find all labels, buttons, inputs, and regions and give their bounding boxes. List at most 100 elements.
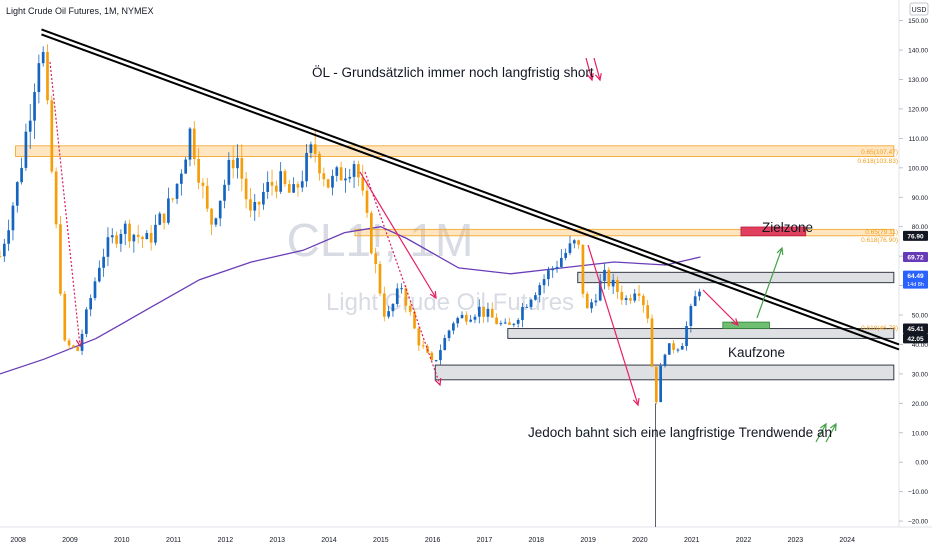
candle-body[interactable]: [650, 318, 654, 367]
candle-body[interactable]: [67, 340, 71, 346]
candle-body[interactable]: [447, 330, 451, 339]
candle-body[interactable]: [188, 128, 192, 160]
candle-body[interactable]: [633, 293, 637, 301]
candle-body[interactable]: [534, 295, 537, 300]
candle-body[interactable]: [689, 306, 693, 327]
candle-body[interactable]: [616, 279, 619, 293]
candle-body[interactable]: [477, 306, 481, 317]
candle-body[interactable]: [305, 152, 308, 182]
candle-body[interactable]: [598, 280, 602, 301]
candle-body[interactable]: [620, 292, 624, 301]
candle-body[interactable]: [253, 201, 257, 211]
candle-body[interactable]: [452, 323, 455, 331]
down-arrow-b-shaft[interactable]: [593, 57, 601, 81]
candle-body[interactable]: [698, 291, 701, 297]
candle-body[interactable]: [279, 171, 283, 192]
candle-body[interactable]: [516, 319, 520, 324]
candle-body[interactable]: [408, 305, 412, 312]
candle-body[interactable]: [430, 352, 434, 361]
candle-body[interactable]: [313, 144, 317, 154]
candle-body[interactable]: [15, 182, 19, 206]
zone-support-4[interactable]: [434, 364, 895, 381]
candle-body[interactable]: [205, 185, 209, 209]
candle-body[interactable]: [175, 183, 179, 199]
candle-body[interactable]: [607, 269, 611, 287]
candle-body[interactable]: [503, 322, 507, 324]
candle-body[interactable]: [590, 302, 593, 309]
arrow-to-target-shaft[interactable]: [756, 247, 783, 319]
candle-body[interactable]: [326, 179, 330, 188]
candle-body[interactable]: [296, 184, 300, 188]
candle-body[interactable]: [611, 279, 615, 287]
candle-body[interactable]: [106, 237, 110, 257]
candle-body[interactable]: [378, 263, 382, 294]
candle-body[interactable]: [110, 235, 114, 238]
candle-body[interactable]: [54, 171, 58, 225]
candle-body[interactable]: [693, 296, 697, 307]
candle-body[interactable]: [128, 223, 131, 242]
arrow-2019-shaft[interactable]: [587, 244, 639, 406]
candle-body[interactable]: [72, 345, 75, 347]
dotted-arrow-2014-shaft[interactable]: [364, 171, 441, 386]
candle-body[interactable]: [512, 323, 516, 325]
candle-body[interactable]: [11, 205, 15, 231]
candle-body[interactable]: [672, 343, 675, 350]
candle-body[interactable]: [20, 167, 23, 183]
candle-body[interactable]: [473, 316, 477, 320]
candle-body[interactable]: [374, 253, 378, 264]
candle-body[interactable]: [404, 288, 408, 306]
price-tag[interactable]: [903, 230, 928, 241]
candle-body[interactable]: [180, 173, 183, 184]
candle-body[interactable]: [361, 177, 365, 191]
candle-body[interactable]: [158, 213, 162, 225]
candle-body[interactable]: [339, 167, 343, 181]
candle-body[interactable]: [149, 233, 153, 243]
candle-body[interactable]: [482, 306, 485, 317]
candle-body[interactable]: [227, 159, 231, 185]
candle-body[interactable]: [97, 267, 101, 282]
candle-body[interactable]: [76, 346, 80, 351]
candle-body[interactable]: [236, 158, 239, 169]
candle-body[interactable]: [400, 288, 403, 290]
up-arrow-a-shaft[interactable]: [815, 423, 827, 443]
candle-body[interactable]: [538, 285, 542, 296]
candle-body[interactable]: [59, 224, 62, 294]
candle-body[interactable]: [348, 176, 352, 179]
candle-body[interactable]: [521, 307, 524, 320]
candle-body[interactable]: [495, 317, 498, 325]
candle-body[interactable]: [499, 323, 503, 325]
candle-body[interactable]: [434, 360, 438, 362]
candle-body[interactable]: [594, 300, 598, 303]
candle-body[interactable]: [7, 230, 10, 244]
candle-body[interactable]: [145, 233, 149, 240]
candle-body[interactable]: [551, 268, 555, 271]
candle-body[interactable]: [192, 128, 196, 159]
candle-body[interactable]: [287, 184, 291, 193]
candle-body[interactable]: [624, 298, 628, 301]
candle-body[interactable]: [283, 171, 287, 185]
candle-body[interactable]: [365, 190, 369, 213]
candle-body[interactable]: [93, 281, 97, 299]
currency-badge[interactable]: [909, 2, 929, 16]
candle-body[interactable]: [525, 306, 529, 308]
candle-body[interactable]: [637, 293, 641, 296]
candle-body[interactable]: [486, 308, 490, 317]
candle-body[interactable]: [490, 308, 494, 318]
candle-body[interactable]: [460, 314, 464, 319]
candle-body[interactable]: [659, 365, 662, 403]
candle-body[interactable]: [564, 252, 567, 258]
candle-body[interactable]: [240, 158, 244, 179]
candle-body[interactable]: [629, 298, 632, 301]
candle-body[interactable]: [167, 198, 170, 223]
candle-body[interactable]: [322, 173, 326, 180]
candle-body[interactable]: [387, 311, 390, 317]
candle-body[interactable]: [309, 144, 313, 153]
candle-body[interactable]: [439, 350, 442, 361]
candle-body[interactable]: [370, 212, 373, 254]
candle-body[interactable]: [154, 224, 157, 243]
up-arrow-b-shaft[interactable]: [825, 423, 837, 443]
candle-body[interactable]: [443, 338, 447, 351]
candle-body[interactable]: [132, 234, 136, 242]
candle-body[interactable]: [141, 236, 144, 240]
candle-body[interactable]: [542, 279, 546, 286]
